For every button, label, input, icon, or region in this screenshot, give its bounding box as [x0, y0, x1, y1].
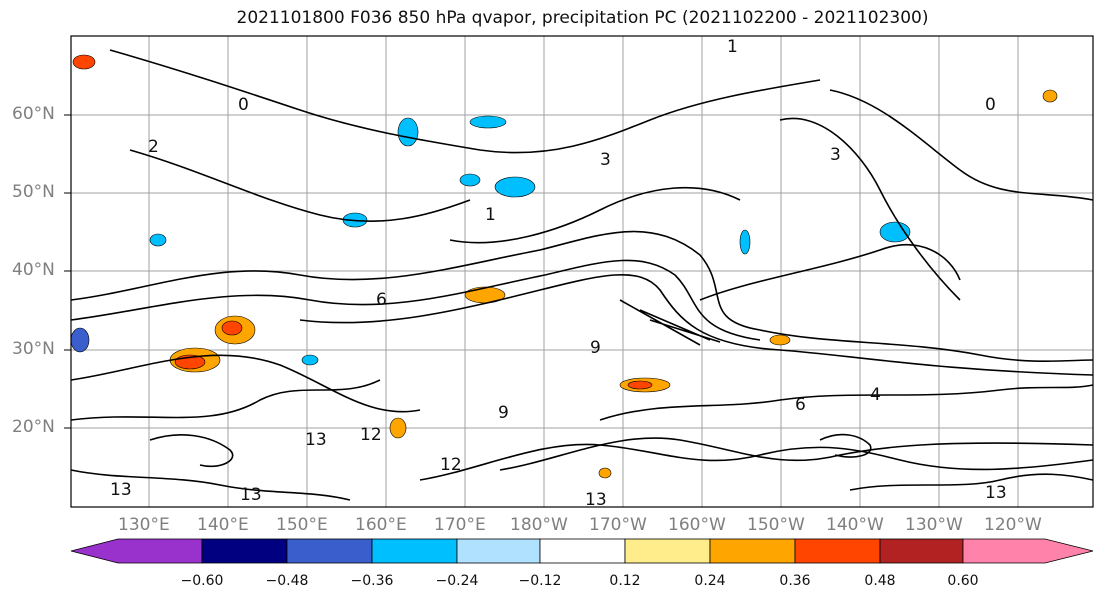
colorbar-tick-label: −0.48 [265, 573, 309, 589]
colorbar-tick-label: −0.12 [518, 573, 562, 589]
colorbar-tick-label: 0.60 [947, 573, 979, 589]
contour-label: 13 [985, 483, 1007, 503]
lon-label: 120°W [984, 515, 1042, 535]
contour-label: 0 [985, 95, 996, 115]
lon-label: 160°W [668, 515, 726, 535]
contour-label: 13 [110, 480, 132, 500]
contour-label: 2 [148, 137, 159, 157]
contour-label: 9 [498, 403, 509, 423]
contour-label: 13 [305, 430, 327, 450]
lon-label: 130°W [905, 515, 963, 535]
colorbar-tick-label: −0.60 [180, 573, 224, 589]
contour-label: 13 [240, 485, 262, 505]
colorbar-tick-label: 0.36 [779, 573, 811, 589]
contour-label: 3 [830, 145, 841, 165]
colorbar-tick-label: −0.36 [350, 573, 394, 589]
contour-label: 1 [485, 205, 496, 225]
contour-label: 12 [360, 425, 382, 445]
colorbar-high-extend [962, 538, 1094, 564]
contour-label: 0 [238, 95, 249, 115]
lat-label: 20°N [12, 417, 55, 437]
contour-label: 13 [585, 490, 607, 510]
lat-label: 50°N [12, 182, 55, 202]
lon-label: 140°E [197, 515, 249, 535]
contour-label: 1 [727, 37, 738, 57]
precip-patches [70, 54, 1058, 479]
lon-label: 180°W [510, 515, 568, 535]
lon-label: 170°E [434, 515, 486, 535]
lon-label: 160°E [355, 515, 407, 535]
contour-label: 6 [376, 290, 387, 310]
lon-label: 170°W [589, 515, 647, 535]
contour-label: 6 [795, 395, 806, 415]
colorbar-tick-label: 0.24 [694, 573, 726, 589]
contour-labels: 1 0 2 3 3 6 9 12 13 13 13 12 13 13 9 6 4… [110, 37, 1007, 510]
lat-label: 40°N [12, 260, 55, 280]
colorbar-tick-label: 0.12 [609, 573, 641, 589]
lon-label: 130°E [118, 515, 170, 535]
colorbar-low-extend [70, 538, 203, 564]
colorbar [70, 538, 1094, 564]
lon-label: 150°W [747, 515, 805, 535]
colorbar-tick-label: 0.48 [864, 573, 896, 589]
contour-label: 12 [440, 455, 462, 475]
contours [70, 49, 1094, 501]
map-title: 2021101800 F036 850 hPa qvapor, precipit… [236, 8, 929, 28]
contour-label: 9 [590, 338, 601, 358]
lon-label: 140°W [826, 515, 884, 535]
lat-label: 30°N [12, 339, 55, 359]
lon-label: 150°E [276, 515, 328, 535]
lat-label: 60°N [12, 104, 55, 124]
contour-label: 4 [870, 385, 881, 405]
colorbar-tick-label: −0.24 [435, 573, 479, 589]
contour-label: 3 [600, 150, 611, 170]
